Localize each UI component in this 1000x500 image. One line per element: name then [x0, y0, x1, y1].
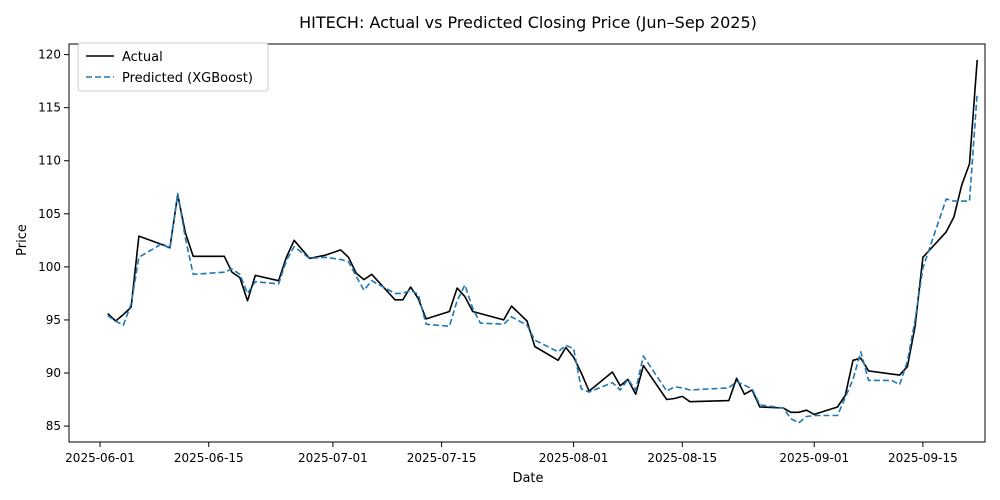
- x-tick-label: 2025-07-15: [407, 451, 477, 465]
- x-tick-label: 2025-06-01: [65, 451, 135, 465]
- y-tick-label: 95: [46, 313, 61, 327]
- x-axis-label: Date: [512, 471, 543, 486]
- legend-box: [77, 42, 269, 92]
- x-tick-label: 2025-08-01: [539, 451, 609, 465]
- x-tick-label: 2025-09-01: [779, 451, 849, 465]
- plot-area: 2025-06-01 2025-06-15 2025-07-01 2025-07-15…: [38, 43, 986, 465]
- y-tick-label: 105: [38, 207, 61, 221]
- y-tick-label: 85: [46, 419, 61, 433]
- x-tick-label: 2025-07-01: [298, 451, 368, 465]
- plot-frame: [68, 43, 986, 443]
- series-lines: [107, 59, 978, 424]
- y-tick-label: 90: [46, 366, 61, 380]
- y-tick-label: 115: [38, 101, 61, 115]
- x-axis: 2025-06-01 2025-06-15 2025-07-01 2025-07-15…: [65, 442, 958, 465]
- y-tick-label: 100: [38, 260, 61, 274]
- legend-label-actual: Actual: [122, 50, 163, 65]
- legend: Actual Predicted (XGBoost): [77, 42, 269, 92]
- series-line-predicted: [107, 92, 978, 424]
- series-line-actual: [107, 59, 978, 416]
- chart-title: HITECH: Actual vs Predicted Closing Pric…: [299, 13, 757, 32]
- y-tick-label: 110: [38, 154, 61, 168]
- y-axis-label: Price: [15, 224, 30, 256]
- x-tick-label: 2025-06-15: [174, 451, 244, 465]
- y-axis: 85 90 95 100 105 110 115 120: [38, 48, 69, 433]
- legend-label-predicted: Predicted (XGBoost): [122, 71, 253, 86]
- x-tick-label: 2025-08-15: [647, 451, 717, 465]
- y-tick-label: 120: [38, 48, 61, 62]
- x-tick-label: 2025-09-15: [888, 451, 958, 465]
